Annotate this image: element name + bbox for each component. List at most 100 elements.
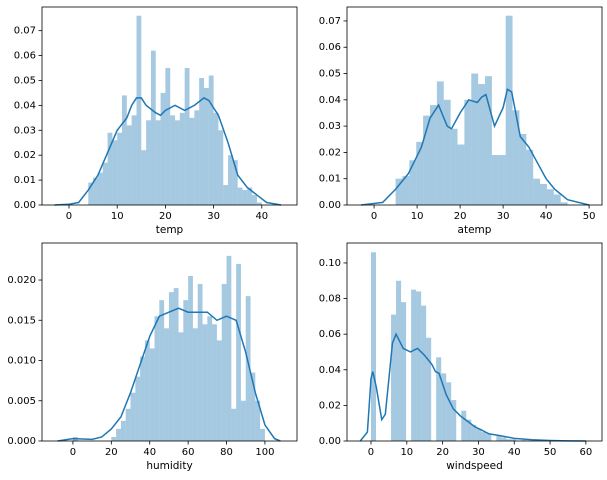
bar [391,314,397,441]
bar [226,255,232,441]
bar [464,99,472,205]
bar [436,81,444,205]
x-tick-label: 10 [411,211,424,222]
bar [411,289,417,441]
y-tick-label: 0.04 [319,95,341,106]
bar [409,160,417,205]
bar [446,382,452,441]
bar [111,436,117,441]
bar [553,194,561,205]
bar [250,372,256,441]
bar [146,120,151,205]
bar [471,424,477,441]
bar [521,440,527,441]
bar [416,141,424,205]
y-tick-label: 0.04 [319,365,341,376]
bar [370,252,377,441]
bar [485,76,492,205]
bar [395,178,403,205]
x-tick-label: 0 [70,447,76,458]
bar [141,150,147,205]
bar [228,155,233,205]
bar [441,373,447,441]
bar [461,410,467,441]
bar [260,428,265,441]
bar [160,92,166,205]
y-tick-label: 0.020 [7,275,36,286]
x-tick-label: 50 [544,447,557,458]
bar [203,87,209,205]
bar [149,348,155,441]
bar [421,305,427,441]
x-tick-label: 60 [580,447,593,458]
y-tick-label: 0.00 [14,200,36,211]
y-tick-label: 0.01 [14,175,36,186]
x-tick-label: 10 [111,211,124,222]
y-tick-label: 0.00 [319,200,341,211]
x-tick-label: 0 [368,447,374,458]
bar [511,439,517,441]
x-tick-label: 40 [255,211,268,222]
bar [207,316,213,441]
bar [202,324,208,441]
y-tick-label: 0.06 [14,51,36,62]
bar [218,130,224,205]
x-tick-label: 10 [400,447,413,458]
axes-frame [41,6,298,206]
bar [183,300,189,441]
x-tick-label: 60 [182,447,195,458]
bar [402,176,410,205]
bar [88,182,94,205]
bar [164,328,169,441]
bar [178,332,184,441]
bar [478,84,486,205]
bar [155,120,161,205]
kde-line [359,332,586,442]
x-tick-label: 30 [207,211,220,222]
bar [498,155,506,205]
axes-frame [41,242,298,442]
bar [159,300,165,441]
x-tick-label: 20 [454,211,467,222]
y-tick-label: 0.000 [7,436,36,447]
bar [256,202,262,205]
bar [131,115,137,205]
y-tick-label: 0.02 [319,147,341,158]
bar [170,115,176,205]
bar [501,437,507,441]
x-tick-label: 20 [105,447,118,458]
bar [519,134,527,205]
bar [165,68,171,206]
y-tick-label: 0.005 [7,396,36,407]
bar [443,99,451,205]
y-tick-label: 0.02 [14,150,36,161]
bar [426,337,432,441]
bar [237,187,243,205]
bar [107,132,113,205]
x-axis-label: windspeed [446,460,503,472]
bar [245,296,251,441]
bar [491,155,499,205]
bar [117,132,123,205]
bar [481,432,487,441]
bar [232,160,238,205]
bar [216,340,222,441]
axes-frame [346,242,603,442]
bar [231,408,237,441]
bar [175,120,180,205]
bar [97,172,103,205]
bar [102,162,108,205]
bar [130,392,136,441]
bar [168,292,174,441]
bar [112,140,118,205]
bar [189,117,195,205]
bar [255,400,261,441]
y-tick-label: 0.00 [319,436,341,447]
bar [466,419,472,441]
bar [396,280,402,441]
bar [486,433,492,441]
bar [197,284,203,441]
bar [154,316,160,441]
bar [179,112,185,205]
